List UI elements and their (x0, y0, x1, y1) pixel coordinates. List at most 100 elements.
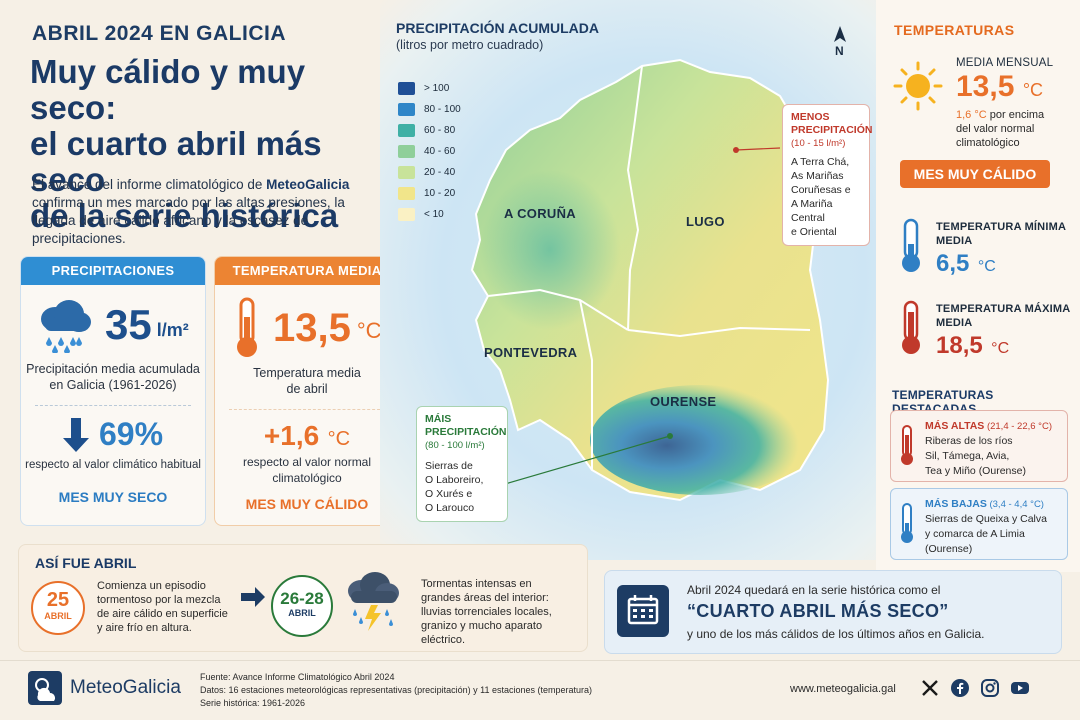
day-badge-25-month: ABRIL (44, 611, 72, 621)
temperature-value: 13,5 (273, 305, 351, 350)
temperature-caption-2: de abril (286, 382, 328, 396)
day-badge-25-number: 25 (46, 589, 70, 611)
highest-temperatures-text: MÁS ALTAS (21,4 - 22,6 °C) Riberas de lo… (925, 419, 1052, 479)
footer-source-2: Datos: 16 estaciones meteorológicas repr… (200, 685, 593, 695)
mean-temperature-delta: 1,6 °C (956, 109, 987, 121)
callout-less-line-2: As Mariñas (791, 170, 844, 182)
mean-note-1: por encima (986, 109, 1045, 121)
callout-leader-more (504, 435, 671, 485)
max-label-2: MEDIA (936, 317, 973, 329)
mean-note-3: climatológico (956, 137, 1020, 149)
min-temperature: 6,5 °C (936, 250, 996, 278)
footer-brand[interactable]: MeteoGalicia (70, 677, 181, 698)
footer: MeteoGalicia Fuente: Avance Informe Clim… (0, 660, 1080, 720)
callout-less-line-4: A Mariña Central (791, 198, 833, 224)
timeline-text-2-line-3: lluvias torrenciales locales, (421, 606, 552, 618)
timeline-text-1-line-1: Comienza un episodio (97, 580, 206, 592)
temperature-delta-caption-1: respecto al valor normal (242, 455, 372, 469)
temperature-caption: Temperatura media de abril (215, 365, 399, 397)
precipitation-percent: 69% (98, 416, 164, 452)
province-border-pontevedra (579, 299, 593, 470)
storm-cloud-icon (348, 572, 399, 631)
province-border-coruna (487, 288, 629, 331)
mean-temperature-value: 13,5 (956, 70, 1015, 103)
min-temperature-label: TEMPERATURA MÍNIMA MEDIA (936, 220, 1066, 248)
callout-more-title-2: PRECIPITACIÓN (425, 426, 507, 438)
mean-temperature-label: MEDIA MENSUAL (956, 57, 1054, 69)
legend-swatch (398, 145, 415, 158)
thermometer-cold-icon (902, 218, 920, 272)
lowest-temperatures-box: MÁS BAJAS (3,4 - 4,4 °C) Sierras de Quei… (890, 488, 1068, 560)
min-label-2: MEDIA (936, 235, 973, 247)
callout-more-title-1: MÁIS (425, 413, 452, 425)
mean-note-2: del valor normal (956, 123, 1035, 135)
precipitation-caption: Precipitación media acumulada en Galicia… (21, 361, 205, 393)
summary-box: Abril 2024 quedará en la serie histórica… (604, 570, 1062, 654)
instagram-icon[interactable] (980, 678, 1000, 698)
callout-less-line-5: e Oriental (791, 226, 837, 238)
lowest-line-3: (Ourense) (925, 543, 973, 555)
footer-url[interactable]: www.meteogalicia.gal (790, 683, 896, 695)
timeline-text-1: Comienza un episodio tormentoso por la m… (97, 579, 247, 635)
highest-temperatures-box: MÁS ALTAS (21,4 - 22,6 °C) Riberas de lo… (890, 410, 1068, 482)
sun-icon (893, 61, 943, 111)
legend-item: 20 - 40 (398, 162, 461, 183)
callout-more-line-3: O Xurés e (425, 488, 473, 500)
timeline-text-2-line-2: grandes áreas del interior: (421, 592, 549, 604)
lowest-line-2: y comarca de A Limia (925, 528, 1025, 540)
facebook-icon[interactable] (950, 678, 970, 698)
intro-part-2: confirma un mes marcado por las altas pr… (32, 195, 345, 246)
callout-less-line-1: A Terra Chá, (791, 156, 850, 168)
temperature-unit: °C (356, 318, 382, 343)
arrow-down-icon (62, 417, 89, 452)
timeline-title: ASÍ FUE ABRIL (35, 555, 137, 571)
precipitation-value: 35 (105, 301, 152, 348)
timeline-text-1-line-3: de aire cálido en superficie (97, 608, 228, 620)
compass-north-icon (834, 26, 846, 42)
callout-leader-less (735, 147, 781, 151)
callout-dot-less (733, 147, 739, 153)
temperature-delta-caption-2: climatológico (272, 471, 342, 485)
highest-range: (21,4 - 22,6 °C) (984, 421, 1052, 432)
legend-item: 10 - 20 (398, 183, 461, 204)
warm-month-pill: MES MUY CÁLIDO (900, 160, 1050, 188)
legend-label: 40 - 60 (424, 146, 456, 157)
footer-source-1: Fuente: Avance Informe Climatológico Abr… (200, 672, 395, 682)
lowest-title: MÁS BAJAS (925, 498, 987, 510)
province-border-ourense (627, 326, 811, 338)
timeline-text-2-line-1: Tormentas intensas en (421, 578, 532, 590)
highest-line-1: Riberas de los ríos (925, 435, 1013, 447)
southeast-wet-zone (590, 385, 810, 495)
timeline-text-2: Tormentas intensas en grandes áreas del … (421, 577, 585, 647)
headline-line-1: Muy cálido y muy seco: (30, 53, 306, 126)
timeline-text-2-line-4: granizo y mucho aparato eléctrico. (421, 620, 543, 646)
social-links (920, 678, 1030, 698)
footer-sources: Fuente: Avance Informe Climatológico Abr… (200, 671, 592, 710)
map-title: PRECIPITACIÓN ACUMULADA (396, 20, 599, 36)
legend-item: 80 - 100 (398, 99, 461, 120)
legend-swatch (398, 82, 415, 95)
legend-label: 80 - 100 (424, 104, 461, 115)
callout-more-line-4: O Larouco (425, 502, 475, 514)
intro-text: El avance del informe climatológico de M… (32, 176, 372, 248)
timeline-text-1-line-2: tormentoso por la mezcla (97, 594, 221, 606)
arrow-right-icon (241, 587, 265, 607)
legend-item: < 10 (398, 204, 461, 225)
headline-line-2: el cuarto abril más seco (30, 125, 322, 198)
legend-swatch (398, 124, 415, 137)
legend-label: 20 - 40 (424, 167, 456, 178)
legend-item: 40 - 60 (398, 141, 461, 162)
legend-label: 10 - 20 (424, 188, 456, 199)
legend-swatch (398, 103, 415, 116)
west-wet-zone (480, 170, 620, 330)
kicker: ABRIL 2024 EN GALICIA (32, 22, 286, 45)
x-icon[interactable] (920, 678, 940, 698)
youtube-icon[interactable] (1010, 678, 1030, 698)
legend-item: 60 - 80 (398, 120, 461, 141)
thermometer-hot-icon (902, 300, 920, 354)
callout-less-title-1: MENOS (791, 111, 830, 123)
mean-temperature: 13,5 °C (956, 70, 1043, 104)
legend-label: 60 - 80 (424, 125, 456, 136)
timeline-text-1-line-4: y aire frío en altura. (97, 622, 192, 634)
precipitation-caption-1: Precipitación media acumulada (26, 362, 200, 376)
